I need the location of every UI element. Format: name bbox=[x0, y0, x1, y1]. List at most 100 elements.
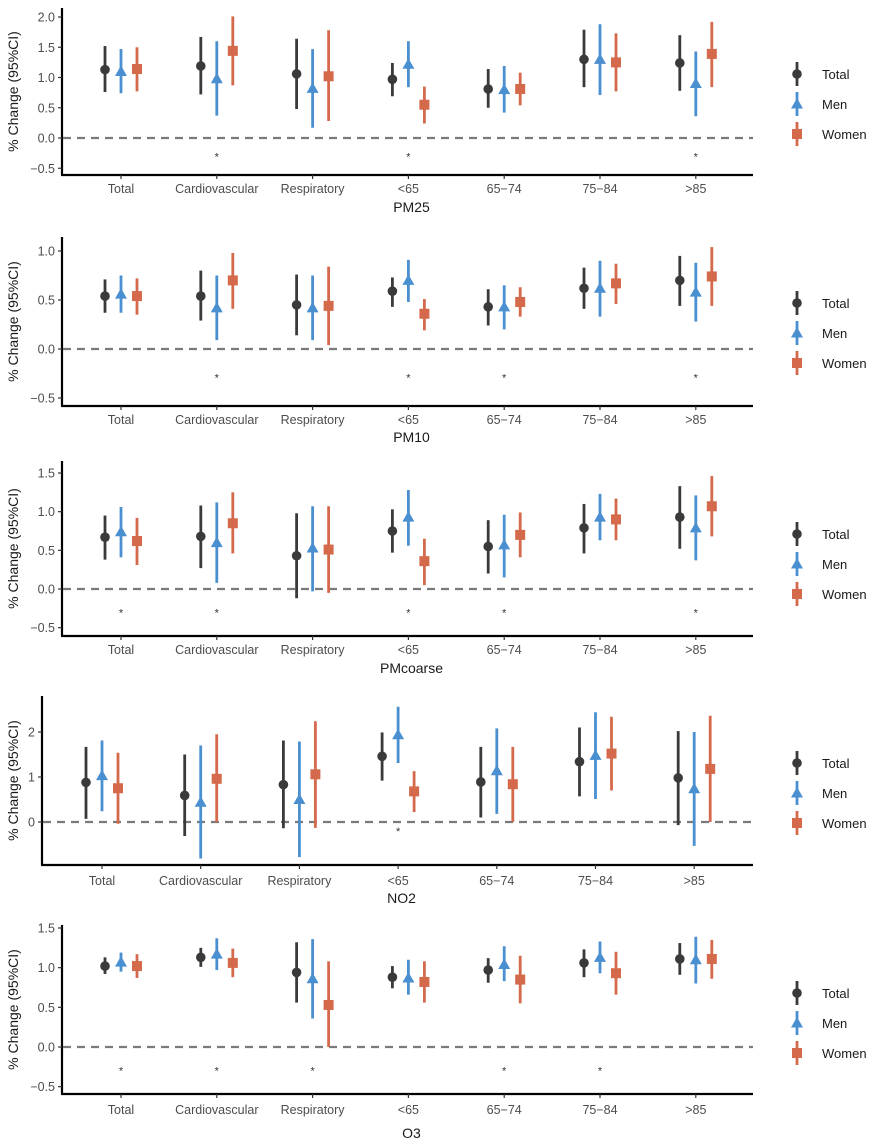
point-estimate-triangle-marker bbox=[210, 536, 223, 548]
significance-star: * bbox=[310, 1066, 315, 1078]
point-estimate-circle-marker bbox=[675, 954, 685, 964]
point-estimate-circle-marker bbox=[196, 952, 206, 963]
point-estimate-circle-marker bbox=[483, 84, 494, 94]
legend-key-square-marker bbox=[792, 1048, 802, 1058]
point-estimate-triangle-marker bbox=[594, 282, 606, 293]
x-tick-label: Total bbox=[89, 874, 115, 888]
legend-label-women: Women bbox=[822, 127, 867, 142]
significance-star: * bbox=[406, 373, 411, 385]
legend-label-men: Men bbox=[822, 557, 847, 572]
x-tick-label: Respiratory bbox=[267, 874, 332, 888]
series-women bbox=[132, 939, 717, 1047]
point-estimate-triangle-marker bbox=[498, 300, 511, 312]
point-estimate-circle-marker bbox=[476, 777, 486, 787]
point-estimate-triangle-marker bbox=[594, 511, 606, 522]
series-total bbox=[81, 727, 683, 836]
x-tick-label: 75−84 bbox=[582, 182, 617, 196]
legend-label-total: Total bbox=[822, 296, 850, 311]
point-estimate-square-marker bbox=[419, 308, 430, 319]
x-tick-label: <65 bbox=[398, 413, 419, 427]
point-estimate-circle-marker bbox=[579, 958, 589, 968]
point-estimate-circle-marker bbox=[387, 526, 398, 536]
legend: Total Men Women bbox=[791, 522, 867, 606]
point-estimate-triangle-marker bbox=[306, 82, 319, 93]
point-estimate-circle-marker bbox=[483, 965, 494, 975]
x-tick-label: 65−74 bbox=[487, 182, 522, 196]
legend-key-circle-marker bbox=[792, 758, 802, 768]
x-tick-label: Total bbox=[108, 182, 134, 196]
point-estimate-square-marker bbox=[419, 99, 430, 110]
legend-label-total: Total bbox=[822, 527, 850, 542]
y-tick-label: 0.0 bbox=[38, 583, 55, 597]
point-estimate-circle-marker bbox=[675, 275, 685, 286]
x-tick-label: >85 bbox=[685, 1103, 706, 1117]
legend-label-women: Women bbox=[822, 587, 867, 602]
y-tick-label: 1.0 bbox=[38, 71, 55, 85]
significance-star: * bbox=[119, 1066, 124, 1078]
point-estimate-triangle-marker bbox=[96, 769, 108, 781]
point-estimate-triangle-marker bbox=[392, 728, 405, 740]
point-estimate-circle-marker bbox=[387, 972, 398, 982]
point-estimate-square-marker bbox=[515, 83, 526, 94]
point-estimate-triangle-marker bbox=[115, 956, 127, 967]
point-estimate-circle-marker bbox=[377, 751, 387, 762]
y-tick-label: 0.5 bbox=[38, 101, 55, 115]
point-estimate-square-marker bbox=[611, 57, 621, 68]
point-estimate-circle-marker bbox=[579, 523, 589, 533]
series-women bbox=[132, 476, 717, 593]
significance-star: * bbox=[502, 608, 507, 620]
point-estimate-triangle-marker bbox=[490, 764, 503, 776]
point-estimate-circle-marker bbox=[100, 532, 110, 542]
legend-key-triangle-marker bbox=[791, 327, 803, 338]
point-estimate-circle-marker bbox=[387, 74, 398, 85]
significance-star: * bbox=[215, 608, 220, 620]
point-estimate-square-marker bbox=[706, 48, 717, 59]
point-estimate-triangle-marker bbox=[689, 953, 702, 965]
legend-key-triangle-marker bbox=[791, 98, 803, 109]
y-axis-label: % Change (95%CI) bbox=[5, 488, 21, 609]
point-estimate-triangle-marker bbox=[689, 77, 702, 89]
legend-label-women: Women bbox=[822, 816, 867, 831]
point-estimate-triangle-marker bbox=[589, 749, 602, 760]
series-total bbox=[100, 942, 685, 1003]
x-tick-label: 65−74 bbox=[487, 413, 522, 427]
legend-label-total: Total bbox=[822, 986, 850, 1001]
legend: Total Men Women bbox=[791, 751, 867, 835]
legend-label-men: Men bbox=[822, 1016, 847, 1031]
point-estimate-triangle-marker bbox=[210, 301, 223, 313]
y-tick-label: −0.5 bbox=[30, 392, 55, 406]
significance-star: * bbox=[215, 373, 220, 385]
point-estimate-square-marker bbox=[611, 514, 621, 525]
y-tick-label: −0.5 bbox=[30, 1080, 55, 1094]
point-estimate-square-marker bbox=[409, 786, 420, 797]
x-tick-label: Total bbox=[108, 1103, 134, 1117]
significance-star: * bbox=[694, 373, 699, 385]
panel-o3: % Change (95%CI) −0.5 0.0 0.5 1.0 1.5 Total Car… bbox=[5, 922, 867, 1142]
point-estimate-triangle-marker bbox=[689, 521, 702, 533]
point-estimate-square-marker bbox=[113, 783, 123, 794]
x-tick-label: 75−84 bbox=[578, 874, 613, 888]
point-estimate-square-marker bbox=[227, 45, 238, 56]
panel-pm10: % Change (95%CI) −0.5 0.0 0.5 1.0 Total Cardio… bbox=[5, 237, 867, 445]
x-axis-title: NO2 bbox=[387, 890, 416, 906]
panel-no2: % Change (95%CI) 0 1 2 Total Cardiovascular Re… bbox=[5, 696, 867, 906]
legend-label-women: Women bbox=[822, 356, 867, 371]
point-estimate-circle-marker bbox=[196, 531, 206, 542]
significance-star: * bbox=[406, 608, 411, 620]
point-estimate-circle-marker bbox=[675, 58, 685, 68]
series-men bbox=[115, 259, 702, 341]
x-tick-label: 65−74 bbox=[487, 643, 522, 657]
x-tick-label: 65−74 bbox=[479, 874, 514, 888]
point-estimate-circle-marker bbox=[579, 283, 589, 294]
significance-star: * bbox=[396, 826, 401, 838]
legend-key-circle-marker bbox=[792, 298, 802, 308]
point-estimate-square-marker bbox=[611, 278, 621, 289]
x-tick-label: <65 bbox=[398, 643, 419, 657]
point-estimate-triangle-marker bbox=[498, 538, 511, 550]
point-estimate-triangle-marker bbox=[688, 782, 701, 794]
point-estimate-square-marker bbox=[323, 544, 334, 555]
legend: Total Men Women bbox=[791, 981, 867, 1065]
y-tick-label: 2.0 bbox=[38, 11, 55, 25]
